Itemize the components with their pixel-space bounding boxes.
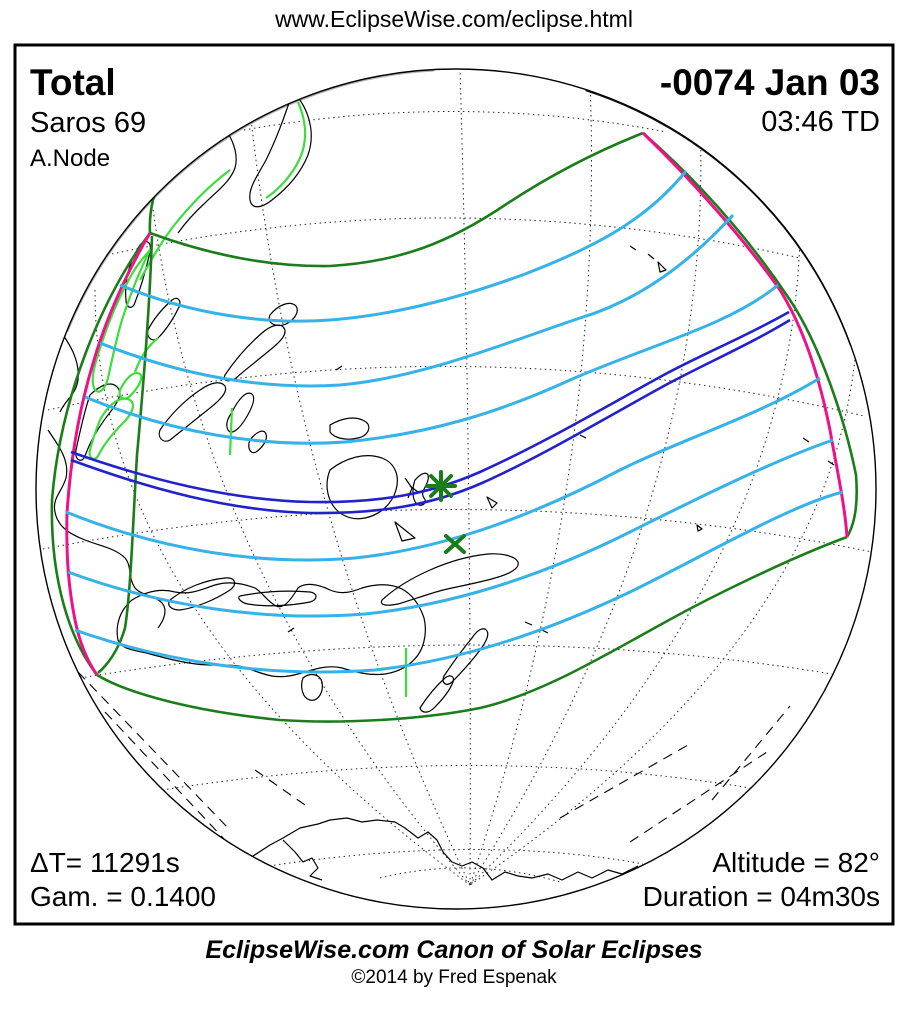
new-guinea — [380, 553, 519, 606]
new-zealand-north — [442, 628, 489, 685]
canon-title: EclipseWise.com Canon of Solar Eclipses — [205, 936, 702, 964]
australia — [116, 582, 426, 678]
magnitude-line-1 — [119, 170, 688, 323]
delta-t-label: ΔT= 11291s — [30, 847, 180, 878]
new-zealand-south — [419, 675, 455, 713]
copyright-notice: ©2014 by Fred Espenak — [351, 967, 557, 988]
magnitude-line-4 — [65, 376, 821, 562]
magnitude-line-5 — [67, 438, 834, 618]
globe — [37, 69, 873, 891]
umbra-limit-south — [70, 318, 791, 515]
saros-label: Saros 69 — [30, 107, 146, 139]
node-label: A.Node — [30, 145, 110, 172]
antarctica-coast — [249, 817, 639, 881]
map-frame — [13, 43, 895, 926]
duration-label: Duration = 04m30s — [643, 881, 880, 912]
tasmania — [301, 673, 323, 701]
greatest-duration-marker — [444, 534, 466, 554]
magnitude-line-6 — [74, 490, 844, 674]
penumbra-limit-south — [96, 535, 848, 723]
green-segment-philippines — [228, 407, 234, 456]
indonesia-islands — [168, 577, 236, 611]
umbra-limit-north — [70, 310, 790, 504]
central-path — [70, 310, 791, 515]
asia-coast — [59, 329, 79, 413]
philippines — [226, 392, 255, 433]
penumbra-limit-north — [149, 131, 644, 268]
penumbra-limit-east — [642, 132, 859, 538]
magnitude-line-3 — [84, 283, 779, 445]
altitude-label: Altitude = 82° — [712, 847, 880, 878]
japan-islands — [158, 382, 227, 442]
eclipse-date-label: -0074 Jan 03 — [660, 62, 880, 103]
magnitude-line-2 — [99, 213, 735, 388]
graticule-meridians — [94, 69, 859, 886]
gamma-label: Gam. = 0.1400 — [30, 881, 216, 912]
greatest-eclipse-marker — [425, 470, 457, 502]
magnitude-contours — [65, 170, 844, 674]
eclipse-time-label: 03:46 TD — [761, 106, 880, 138]
terminator-dashes — [69, 127, 791, 857]
site-url: www.EclipseWise.com/eclipse.html — [274, 6, 633, 32]
sunrise-limit-west — [65, 232, 152, 676]
globe-outline — [35, 68, 877, 910]
sunset-limit-east — [641, 131, 849, 538]
kamchatka-highlight — [265, 101, 307, 199]
graticule-parallels — [37, 110, 873, 883]
okhotsk-highlight-loop — [91, 248, 152, 393]
eclipse-type-label: Total — [30, 62, 116, 103]
highlighted-coasts — [88, 101, 408, 697]
kamchatka-coast — [249, 99, 312, 208]
